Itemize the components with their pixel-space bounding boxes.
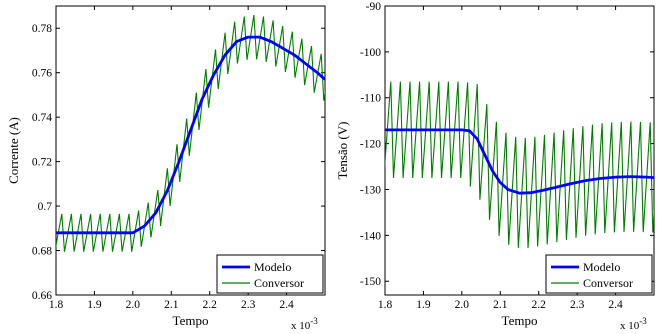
y-tick-label: 0.76 xyxy=(32,68,52,80)
y-tick-label: 0.7 xyxy=(38,201,53,213)
y-tick-label: -110 xyxy=(360,93,381,105)
y-tick-label: -140 xyxy=(360,230,381,242)
series-line-modelo xyxy=(385,128,654,195)
x-tick-label: 2.2 xyxy=(532,299,547,311)
legend-label-modelo: Modelo xyxy=(254,260,291,274)
y-tick-label: -100 xyxy=(360,47,381,59)
x-tick-label: 1.8 xyxy=(378,299,393,311)
chart-current: 1.8 1.9 2.0 2.1 2.2 2.3 2.4 0.66 0.68 0.7 0.72 0.7… xyxy=(6,5,326,332)
plot-area xyxy=(55,5,326,296)
legend-box xyxy=(216,254,324,294)
x-axis-label: Tempo xyxy=(502,313,538,328)
x-tick-label: 2.3 xyxy=(570,299,585,311)
series-lines xyxy=(56,14,325,252)
legend-label-conversor: Conversor xyxy=(583,276,633,290)
x-tick-label: 2.0 xyxy=(455,299,470,311)
plot-area xyxy=(384,5,655,296)
x-tick-label: 2.3 xyxy=(241,299,256,311)
y-tick-label: -130 xyxy=(360,184,381,196)
x-multiplier-exponent: -3 xyxy=(310,316,318,326)
x-tick-label: 2.0 xyxy=(126,299,141,311)
x-tick-labels: 1.8 1.9 2.0 2.1 2.2 2.3 2.4 xyxy=(49,299,294,311)
legend-label-modelo: Modelo xyxy=(583,260,620,274)
x-tick-label: 2.1 xyxy=(164,299,179,311)
x-tick-label: 2.2 xyxy=(203,299,218,311)
tick-marks xyxy=(55,6,325,296)
x-tick-label: 1.9 xyxy=(416,299,431,311)
x-multiplier-base: x 10 xyxy=(620,320,640,332)
x-tick-label: 2.4 xyxy=(608,299,623,311)
y-tick-label: 0.72 xyxy=(32,157,52,169)
y-tick-labels: 0.66 0.68 0.7 0.72 0.74 0.76 0.78 xyxy=(32,23,52,302)
x-tick-label: 1.8 xyxy=(49,299,64,311)
y-axis-label: Corrente (A) xyxy=(6,117,21,184)
x-axis-label: Tempo xyxy=(173,313,209,328)
x-multiplier-exponent: -3 xyxy=(639,316,647,326)
legend-label-conversor: Conversor xyxy=(254,276,304,290)
x-tick-label: 2.4 xyxy=(279,299,294,311)
legend-box xyxy=(545,254,653,294)
legend: Modelo Conversor xyxy=(216,254,324,294)
y-tick-label: -150 xyxy=(360,276,381,288)
y-tick-label: 0.66 xyxy=(32,290,52,302)
x-multiplier: x 10-3 xyxy=(620,316,647,332)
y-tick-label: 0.68 xyxy=(32,246,52,258)
legend: Modelo Conversor xyxy=(545,254,653,294)
x-tick-labels: 1.8 1.9 2.0 2.1 2.2 2.3 2.4 xyxy=(378,299,623,311)
x-tick-label: 2.1 xyxy=(493,299,508,311)
y-tick-label: 0.78 xyxy=(32,23,52,35)
y-axis-label: Tensão (V) xyxy=(335,122,350,180)
x-multiplier-base: x 10 xyxy=(291,320,311,332)
y-tick-label: -90 xyxy=(366,1,382,13)
x-tick-label: 1.9 xyxy=(87,299,102,311)
series-lines xyxy=(385,81,654,248)
chart-voltage: 1.8 1.9 2.0 2.1 2.2 2.3 2.4 -150-140-130-120-1… xyxy=(335,1,655,332)
y-tick-label: 0.74 xyxy=(32,112,52,124)
series-line-modelo xyxy=(56,35,325,235)
y-tick-label: -120 xyxy=(360,139,381,151)
x-multiplier: x 10-3 xyxy=(291,316,318,332)
y-tick-labels: -150 -140 -130 -120 -110 -100 -90 xyxy=(360,1,381,288)
